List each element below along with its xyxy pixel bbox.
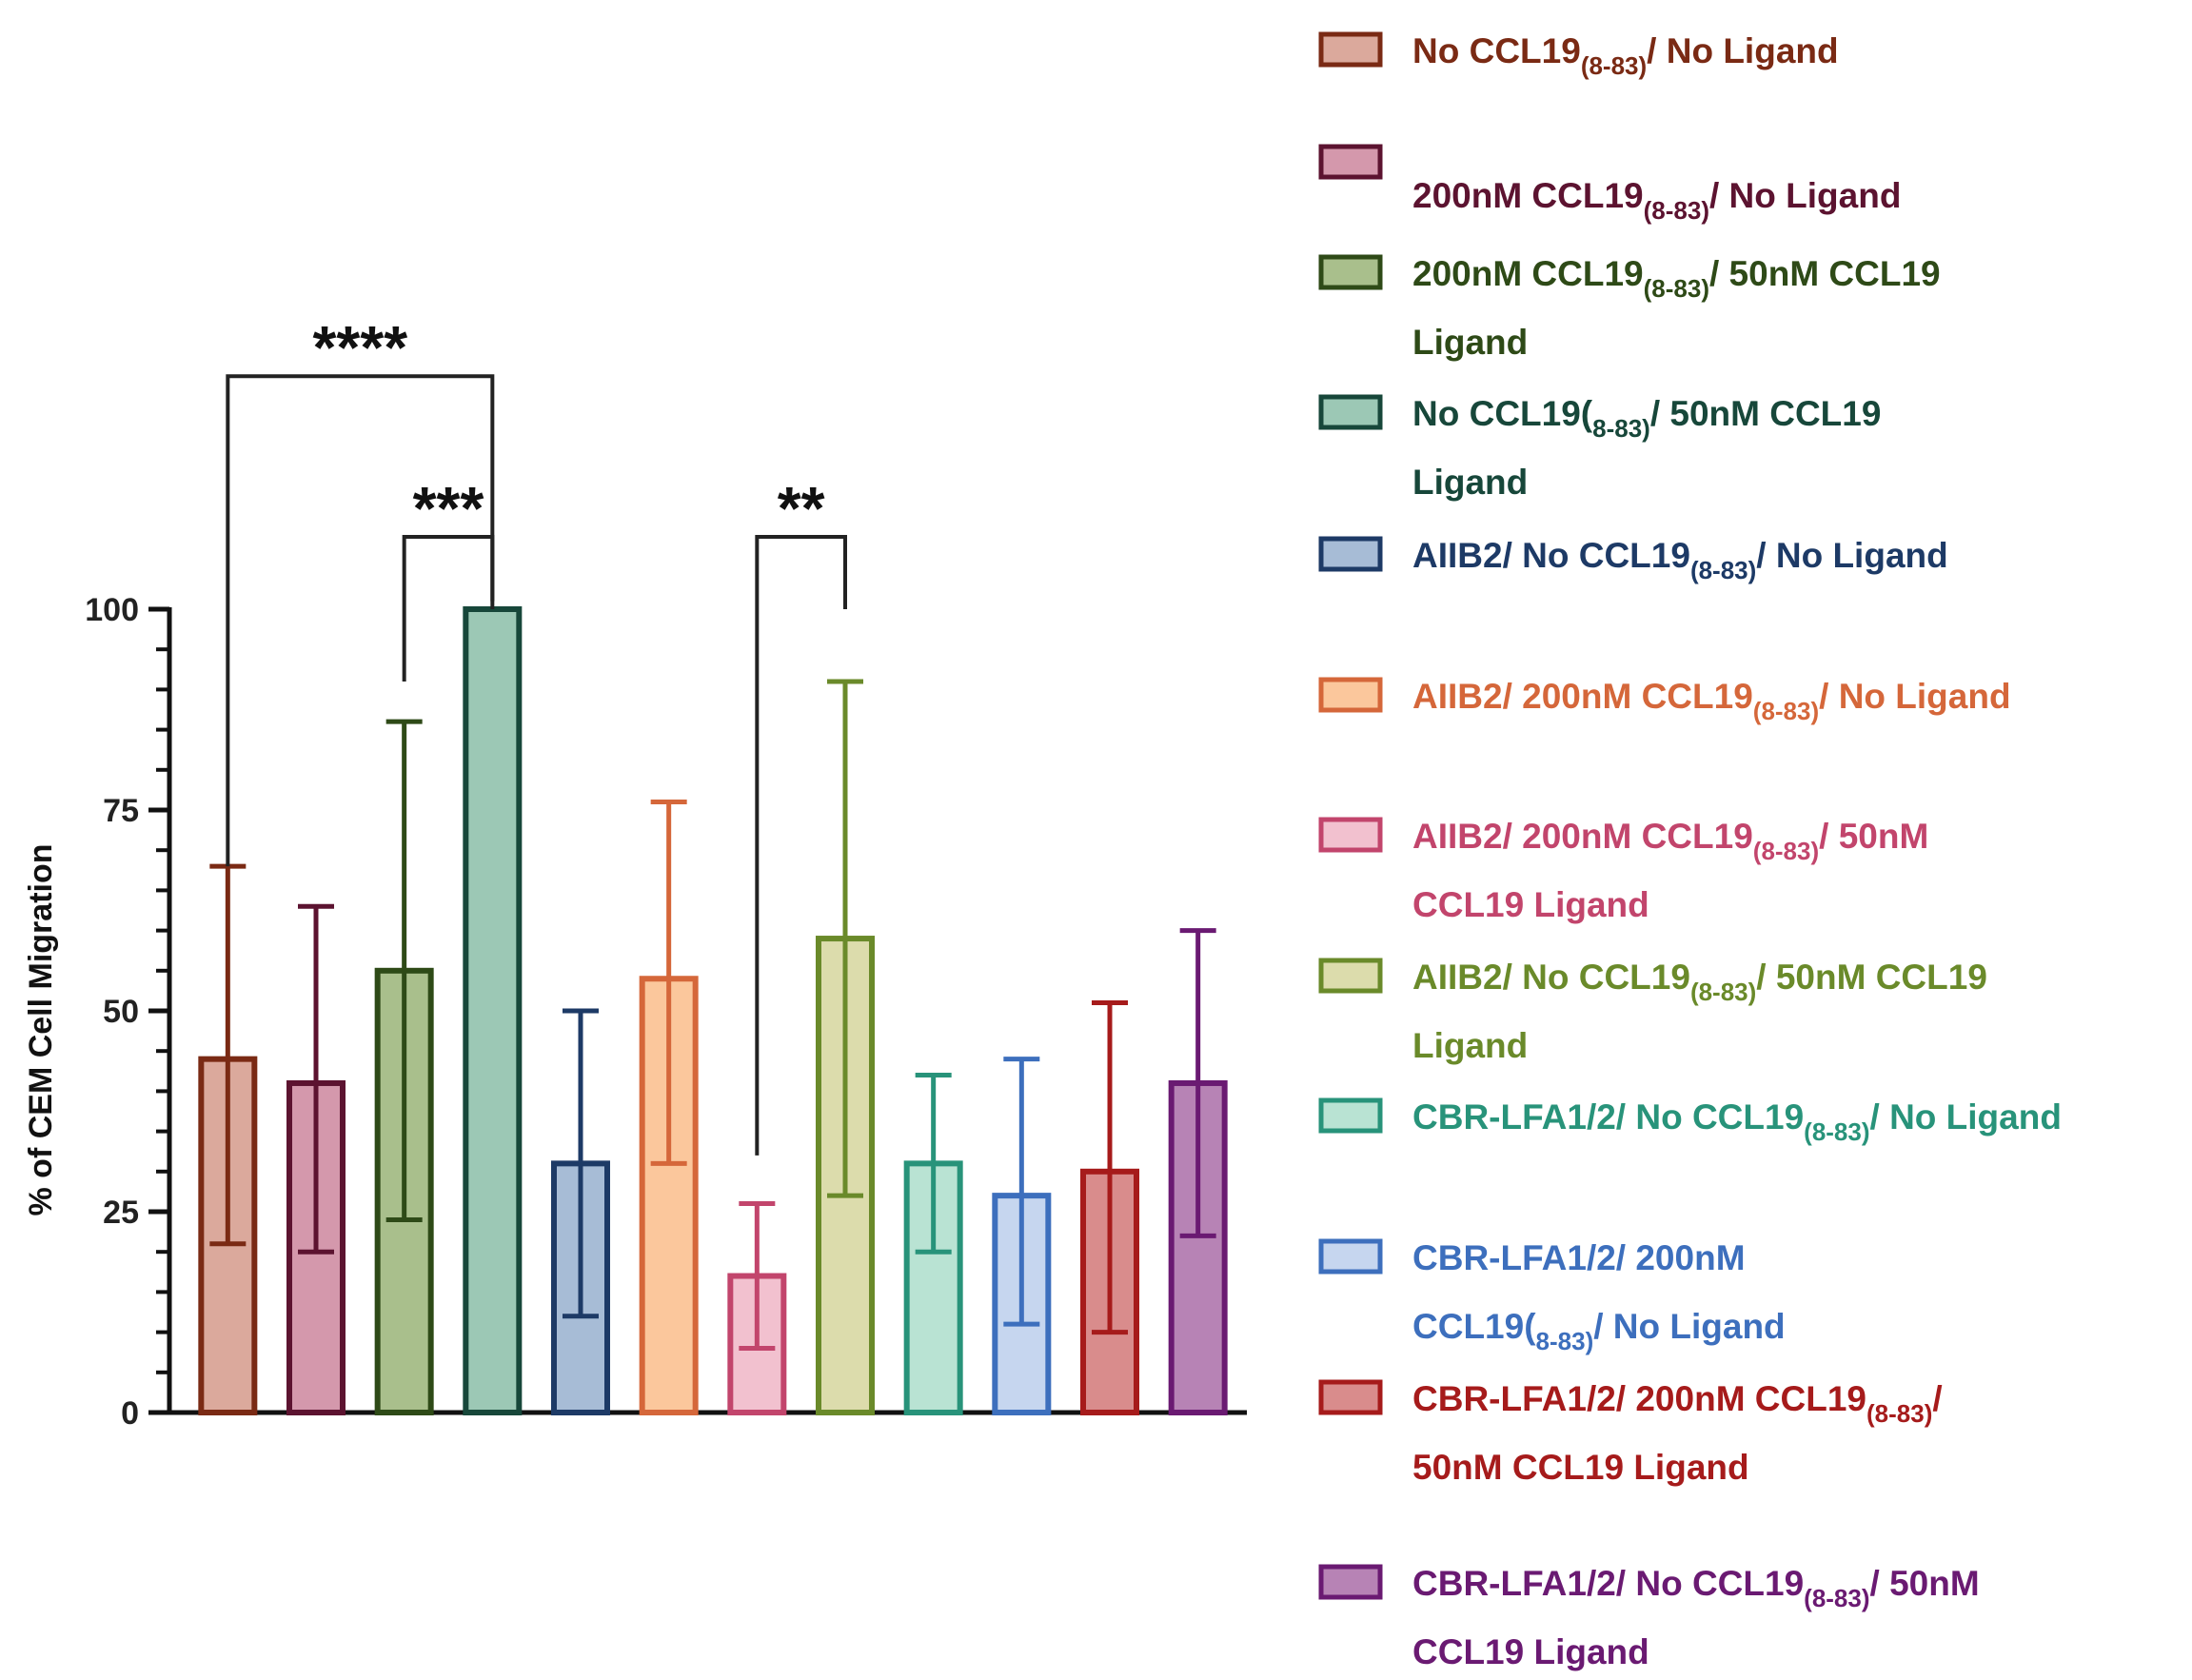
legend-swatch xyxy=(1318,1097,1383,1134)
legend-item: AIIB2/ No CCL19(8-83)/ 50nM CCL19 Ligand xyxy=(1318,958,1987,1065)
legend-swatch xyxy=(1318,144,1383,180)
legend-item: No CCL19(8-83)/ 50nM CCL19 Ligand xyxy=(1318,394,1881,502)
legend-label: CBR-LFA1/2/ 200nM xyxy=(1412,1238,1746,1277)
legend-swatch xyxy=(1318,817,1383,853)
y-tick-label: 25 xyxy=(103,1195,139,1231)
legend-item: 200nM CCL19(8-83)/ No Ligand xyxy=(1318,144,1901,225)
legend-swatch xyxy=(1318,1379,1383,1415)
bar-group xyxy=(1168,928,1228,1415)
legend: No CCL19(8-83)/ No Ligand 200nM CCL19(8-8… xyxy=(1318,31,2062,1671)
bar-group xyxy=(816,679,875,1415)
legend-label: AIIB2/ No CCL19(8-83)/ No Ligand xyxy=(1412,536,1948,584)
legend-label: CBR-LFA1/2/ No CCL19(8-83)/ No Ligand xyxy=(1412,1097,2062,1146)
y-tick-label: 50 xyxy=(103,994,139,1030)
legend-label: Ligand xyxy=(1412,463,1528,502)
legend-label: No CCL19(8-83)/ 50nM CCL19 xyxy=(1412,394,1881,443)
y-tick-label: 0 xyxy=(121,1395,139,1432)
legend-label: CBR-LFA1/2/ No CCL19(8-83)/ 50nM xyxy=(1412,1564,1980,1612)
legend-label: Ligand xyxy=(1412,323,1528,362)
bracket-line xyxy=(402,535,495,682)
legend-swatch xyxy=(1318,677,1383,713)
axes: 0 25 50 75 100 % of CEM Cell Migration xyxy=(23,592,1247,1432)
bar xyxy=(463,606,523,1415)
legend-label: CBR-LFA1/2/ 200nM CCL19(8-83)/ xyxy=(1412,1379,1943,1428)
legend-item: No CCL19(8-83)/ No Ligand xyxy=(1318,31,1839,80)
bar-group xyxy=(1080,1000,1139,1416)
legend-label: 50nM CCL19 Ligand xyxy=(1412,1448,1749,1487)
legend-swatch xyxy=(1318,394,1383,430)
significance-brackets: ******* ** xyxy=(226,313,847,1156)
legend-label: CCL19 Ligand xyxy=(1412,885,1649,924)
significance-bracket: **** xyxy=(226,313,495,867)
legend-label: 200nM CCL19(8-83)/ No Ligand xyxy=(1412,176,1901,225)
legend-label: CCL19(8-83)/ No Ligand xyxy=(1412,1307,1786,1355)
bracket-line xyxy=(226,374,495,867)
legend-item: AIIB2/ 200nM CCL19(8-83)/ No Ligand xyxy=(1318,677,2011,725)
bar-group xyxy=(374,719,434,1415)
legend-item: AIIB2/ No CCL19(8-83)/ No Ligand xyxy=(1318,536,1948,584)
bracket-line xyxy=(755,535,847,1156)
legend-swatch xyxy=(1318,1564,1383,1600)
legend-swatch xyxy=(1318,958,1383,994)
legend-swatch xyxy=(1318,536,1383,572)
bars xyxy=(198,606,1228,1416)
significance-label: **** xyxy=(313,313,408,382)
legend-item: CBR-LFA1/2/ 200nM CCL19(8-83)/ No Ligand xyxy=(1318,1238,1786,1355)
bar-group xyxy=(903,1073,963,1415)
legend-label: No CCL19(8-83)/ No Ligand xyxy=(1412,31,1839,80)
legend-swatch xyxy=(1318,31,1383,68)
legend-label: 200nM CCL19(8-83)/ 50nM CCL19 xyxy=(1412,254,1941,303)
legend-label: AIIB2/ No CCL19(8-83)/ 50nM CCL19 xyxy=(1412,958,1987,1006)
legend-item: CBR-LFA1/2/ No CCL19(8-83)/ No Ligand xyxy=(1318,1097,2062,1146)
legend-item: AIIB2/ 200nM CCL19(8-83)/ 50nM CCL19 Liga… xyxy=(1318,817,1928,924)
bar-group xyxy=(463,606,523,1415)
legend-item: CBR-LFA1/2/ No CCL19(8-83)/ 50nM CCL19 Li… xyxy=(1318,1564,1980,1671)
legend-swatch xyxy=(1318,1238,1383,1275)
legend-swatch xyxy=(1318,254,1383,290)
significance-label: *** xyxy=(413,474,484,543)
legend-label: Ligand xyxy=(1412,1026,1528,1065)
bar-group xyxy=(551,1008,610,1415)
legend-label: AIIB2/ 200nM CCL19(8-83)/ 50nM xyxy=(1412,817,1928,865)
legend-item: CBR-LFA1/2/ 200nM CCL19(8-83)/ 50nM CCL19… xyxy=(1318,1379,1943,1487)
bar-group xyxy=(727,1201,787,1416)
significance-bracket: *** xyxy=(402,474,495,682)
legend-label: AIIB2/ 200nM CCL19(8-83)/ No Ligand xyxy=(1412,677,2011,725)
y-axis-title: % of CEM Cell Migration xyxy=(23,844,59,1216)
y-tick-label: 75 xyxy=(103,793,139,829)
legend-item: 200nM CCL19(8-83)/ 50nM CCL19 Ligand xyxy=(1318,254,1941,362)
y-tick-label: 100 xyxy=(85,592,139,628)
bar-group xyxy=(198,863,258,1415)
bar-group xyxy=(639,800,699,1415)
significance-label: ** xyxy=(778,474,825,543)
bar-group xyxy=(992,1057,1052,1415)
legend-label: CCL19 Ligand xyxy=(1412,1632,1649,1671)
significance-bracket: ** xyxy=(755,474,847,1156)
bar-group xyxy=(286,903,346,1415)
